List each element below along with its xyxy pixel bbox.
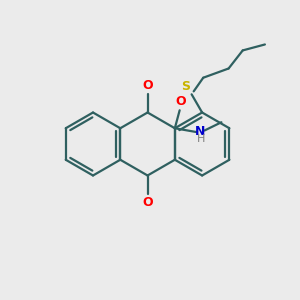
Text: O: O xyxy=(175,95,186,108)
Text: S: S xyxy=(181,80,190,93)
Text: N: N xyxy=(195,125,206,138)
Text: O: O xyxy=(142,79,153,92)
Text: O: O xyxy=(142,196,153,209)
Text: H: H xyxy=(197,134,206,144)
